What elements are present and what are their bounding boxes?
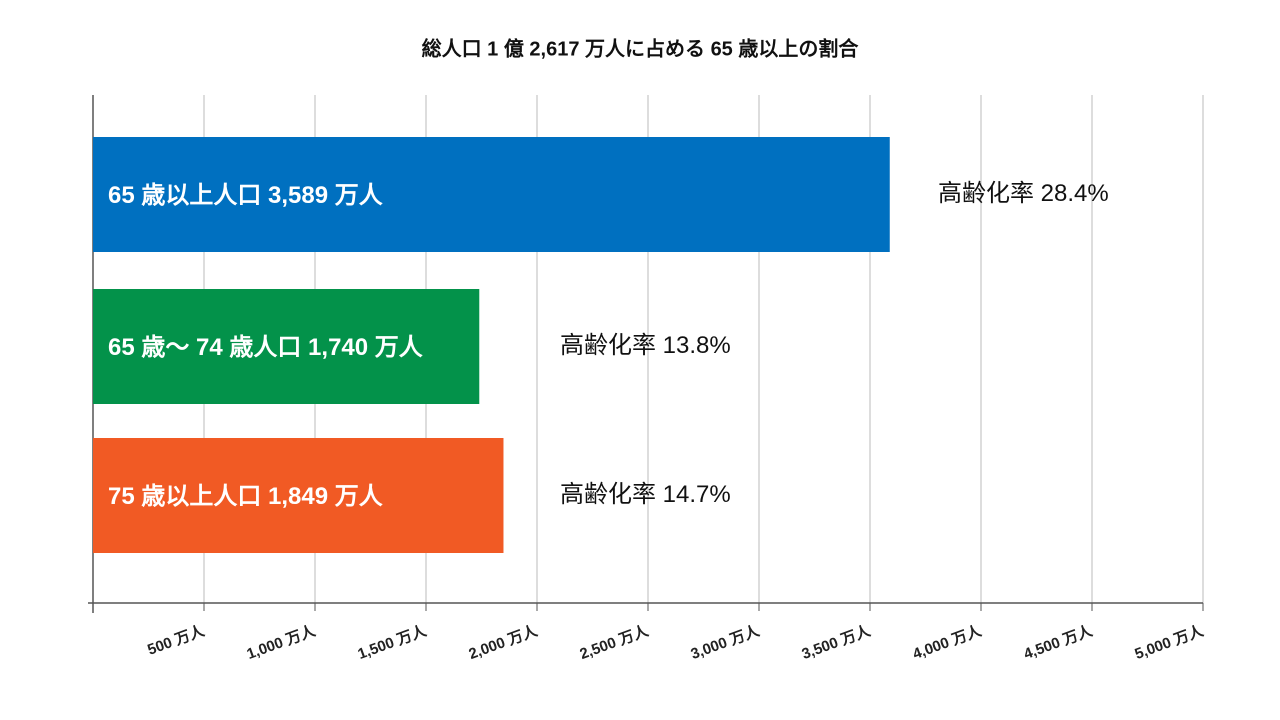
x-tick-label: 1,000 万人 <box>245 622 319 663</box>
bar-label: 75 歳以上人口 1,849 万人 <box>108 482 383 510</box>
chart-title: 総人口 1 億 2,617 万人に占める 65 歳以上の割合 <box>422 36 860 60</box>
x-tick-label: 4,000 万人 <box>911 622 985 663</box>
x-tick-label: 3,000 万人 <box>689 622 763 663</box>
bar-label: 65 歳～ 74 歳人口 1,740 万人 <box>108 333 423 361</box>
bar <box>93 438 504 553</box>
x-tick-label: 1,500 万人 <box>356 622 430 663</box>
x-tick-label: 2,000 万人 <box>467 622 541 663</box>
x-tick-label: 5,000 万人 <box>1133 622 1207 663</box>
annotation: 高齢化率 13.8% <box>560 332 731 359</box>
bar <box>93 289 480 404</box>
annotation: 高齢化率 14.7% <box>560 481 731 508</box>
bar-label: 65 歳以上人口 3,589 万人 <box>108 181 383 209</box>
x-tick-label: 3,500 万人 <box>800 622 874 663</box>
x-tick-label: 4,500 万人 <box>1022 622 1096 663</box>
bar <box>93 137 890 252</box>
annotation: 高齢化率 28.4% <box>938 180 1109 207</box>
x-tick-label: 500 万人 <box>145 622 207 659</box>
x-tick-label: 2,500 万人 <box>578 622 652 663</box>
